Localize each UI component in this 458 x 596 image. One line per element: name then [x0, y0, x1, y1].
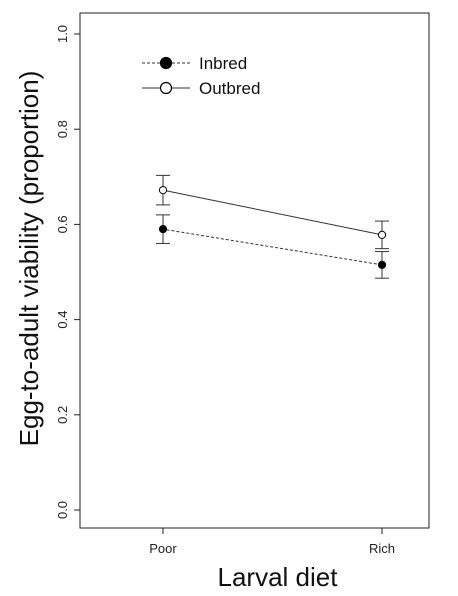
data-point-outbred — [377, 230, 387, 239]
legend: Inbred Outbred — [142, 54, 260, 98]
y-tick-label: 0.2 — [55, 406, 70, 424]
series-line-inbred — [166, 229, 379, 265]
y-tick-label: 0.0 — [55, 501, 70, 519]
plot-frame — [79, 12, 430, 529]
series-line-outbred — [166, 190, 379, 235]
plot-area: 0.0 0.2 0.4 0.6 0.8 1.0 Poor Rich — [55, 12, 430, 556]
data-point-inbred — [158, 225, 168, 234]
y-axis-title: Egg-to-adult viability (proportion) — [14, 71, 44, 447]
y-tick-label: 0.8 — [55, 120, 70, 138]
legend-marker — [159, 81, 173, 95]
x-tick-label: Poor — [149, 541, 177, 556]
y-tick-label: 0.4 — [55, 311, 70, 329]
data-point-outbred — [158, 186, 168, 195]
y-tick-label: 1.0 — [55, 25, 70, 43]
y-tick-label: 0.6 — [55, 215, 70, 233]
x-tick-label: Rich — [369, 541, 395, 556]
legend-label: Inbred — [199, 54, 247, 73]
legend-label: Outbred — [199, 79, 260, 98]
legend-marker — [159, 56, 173, 70]
data-point-inbred — [377, 260, 387, 269]
x-axis-title: Larval diet — [218, 562, 339, 592]
